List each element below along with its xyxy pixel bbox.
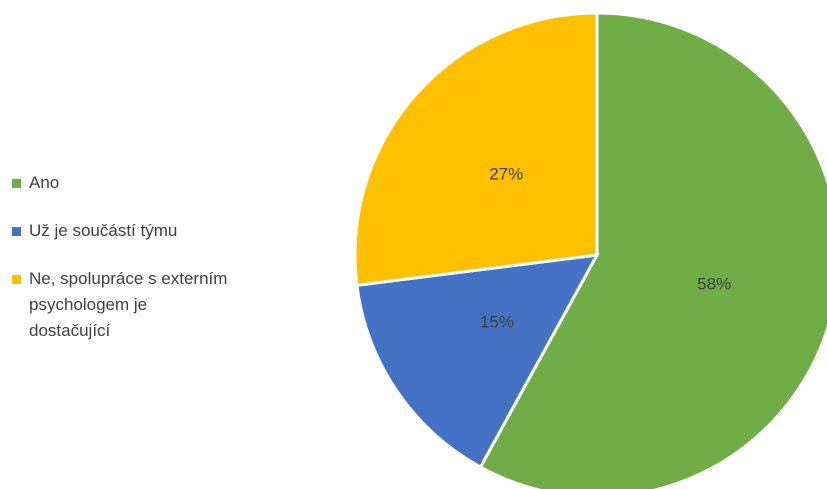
legend-item: Ano (10, 170, 310, 196)
legend: Ano Už je součástí týmu Ne, spolupráce s e… (10, 170, 310, 366)
legend-label: Ano (29, 173, 60, 192)
data-label: 58% (697, 275, 731, 294)
data-label: 27% (489, 164, 523, 183)
legend-label: Ne, spolupráce s externím psychologem je… (29, 269, 228, 340)
pie-slice (355, 253, 600, 470)
legend-item: Už je součástí týmu (10, 218, 310, 244)
legend-label: Už je součástí týmu (29, 221, 178, 240)
data-label: 15% (480, 312, 514, 331)
legend-item: Ne, spolupráce s externím psychologem je… (10, 266, 310, 344)
legend-swatch (12, 179, 21, 188)
legend-swatch (12, 275, 21, 284)
pie-slice (478, 11, 827, 489)
legend-swatch (12, 227, 21, 236)
pie-slice (353, 11, 599, 288)
